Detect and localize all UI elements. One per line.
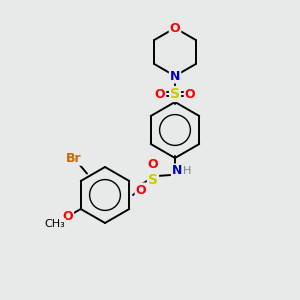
Text: N: N xyxy=(170,70,180,83)
Text: O: O xyxy=(136,184,146,196)
Text: O: O xyxy=(155,88,165,100)
Text: CH₃: CH₃ xyxy=(44,219,65,229)
Text: S: S xyxy=(148,173,158,187)
Text: S: S xyxy=(170,87,180,101)
Text: N: N xyxy=(172,164,182,178)
Text: H: H xyxy=(183,166,191,176)
Text: O: O xyxy=(62,210,73,223)
Text: O: O xyxy=(185,88,195,100)
Text: O: O xyxy=(170,22,180,34)
Text: Br: Br xyxy=(66,152,82,165)
Text: O: O xyxy=(148,158,158,172)
